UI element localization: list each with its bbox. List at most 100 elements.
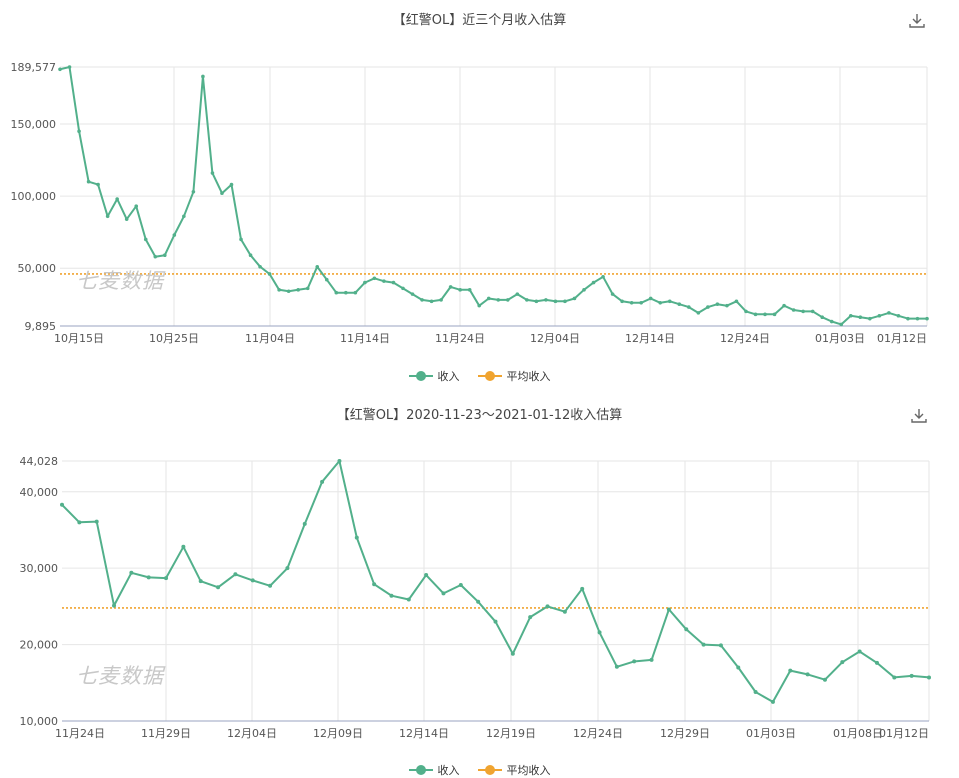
revenue-point [77, 129, 81, 134]
revenue-point [553, 299, 558, 304]
revenue-point [515, 292, 520, 296]
revenue-point [580, 586, 585, 591]
revenue-point [410, 292, 415, 296]
revenue-point [822, 677, 827, 682]
revenue-point [868, 316, 872, 321]
revenue-point [486, 296, 491, 301]
revenue-point [667, 299, 672, 304]
revenue-point [164, 576, 169, 581]
revenue-point [629, 300, 634, 305]
x-tick-label: 12月24日 [573, 727, 623, 740]
y-tick-label: 150,000 [11, 118, 57, 131]
revenue-point [858, 315, 863, 320]
revenue-point [163, 253, 167, 258]
revenue-point [649, 657, 654, 662]
revenue-point [112, 603, 117, 608]
revenue-point [782, 303, 786, 308]
legend-average-label: 平均收入 [506, 764, 551, 777]
revenue-point [829, 319, 834, 324]
y-tick-label: 50,000 [18, 262, 57, 275]
revenue-point [848, 313, 853, 318]
revenue-point [344, 290, 348, 295]
x-tick-label: 01月03日 [746, 727, 796, 740]
revenue-point [493, 619, 498, 624]
revenue-point [496, 298, 501, 302]
revenue-point [458, 582, 463, 587]
chart-title: 【红警OL】近三个月收入估算 [392, 13, 567, 28]
x-tick-label: 12月04日 [227, 727, 277, 740]
y-tick-label: 30,000 [20, 562, 59, 575]
revenue-point [324, 277, 329, 282]
revenue-point [220, 191, 224, 196]
revenue-point [67, 65, 72, 69]
revenue-point [788, 668, 793, 673]
revenue-point [763, 312, 767, 317]
revenue-point [718, 643, 723, 648]
revenue-point [124, 217, 129, 221]
x-tick-label: 12月14日 [399, 727, 449, 740]
revenue-point [239, 237, 243, 242]
revenue-point [510, 651, 515, 656]
download-icon[interactable] [910, 407, 928, 425]
x-tick-label: 11月04日 [245, 332, 295, 345]
revenue-point [401, 286, 405, 291]
revenue-point [582, 288, 586, 292]
x-tick-label: 12月29日 [660, 727, 710, 740]
revenue-point [115, 197, 119, 201]
revenue-point [839, 322, 844, 327]
revenue-point [696, 311, 701, 315]
revenue-point [927, 675, 931, 680]
revenue-point [614, 664, 619, 669]
revenue-point [820, 315, 824, 320]
x-tick-label: 10月25日 [149, 332, 199, 345]
revenue-point [805, 672, 810, 677]
y-tick-label: 40,000 [20, 486, 59, 499]
revenue-point [467, 288, 472, 292]
revenue-point [877, 313, 882, 318]
revenue-point [840, 660, 845, 665]
legend-item-average[interactable]: 平均收入 [477, 762, 551, 778]
revenue-point [734, 299, 739, 304]
y-tick-label: 10,000 [20, 715, 59, 728]
revenue-point [915, 316, 920, 321]
revenue-point [391, 280, 396, 285]
revenue-point [372, 582, 377, 587]
revenue-point [305, 286, 310, 291]
legend-item-revenue[interactable]: 收入 [408, 368, 460, 384]
revenue-point [296, 288, 300, 292]
legend-item-revenue[interactable]: 收入 [408, 762, 460, 778]
revenue-point [153, 254, 158, 259]
revenue-point [258, 264, 262, 269]
x-tick-label: 11月14日 [340, 332, 390, 345]
revenue-point [337, 459, 342, 463]
watermark: 七麦数据 [76, 269, 164, 293]
revenue-point [389, 593, 394, 598]
x-tick-label: 12月04日 [530, 332, 580, 345]
x-tick-label: 11月29日 [141, 727, 191, 740]
revenue-point [753, 312, 758, 317]
revenue-point [810, 309, 815, 314]
revenue-point [201, 74, 205, 79]
revenue-point [439, 298, 443, 302]
y-tick-label: 100,000 [11, 190, 57, 203]
legend-item-average[interactable]: 平均收入 [477, 368, 551, 384]
revenue-point [770, 699, 775, 704]
revenue-point [268, 583, 273, 588]
revenue-point [129, 570, 134, 575]
legend-average-label: 平均收入 [506, 370, 551, 383]
x-tick-label: 12月14日 [625, 332, 675, 345]
revenue-point [250, 578, 255, 583]
download-icon[interactable] [908, 12, 926, 30]
revenue-point [181, 544, 186, 549]
revenue-point [77, 520, 82, 525]
revenue-point [354, 535, 359, 540]
revenue-point [545, 604, 550, 609]
revenue-point [448, 285, 453, 289]
y-tick-label: 189,577 [11, 61, 57, 74]
revenue-point [620, 299, 624, 304]
revenue-point [477, 303, 482, 308]
revenue-point [772, 312, 777, 317]
revenue-point [233, 572, 238, 577]
revenue-point [648, 296, 653, 301]
revenue-point [267, 272, 272, 276]
